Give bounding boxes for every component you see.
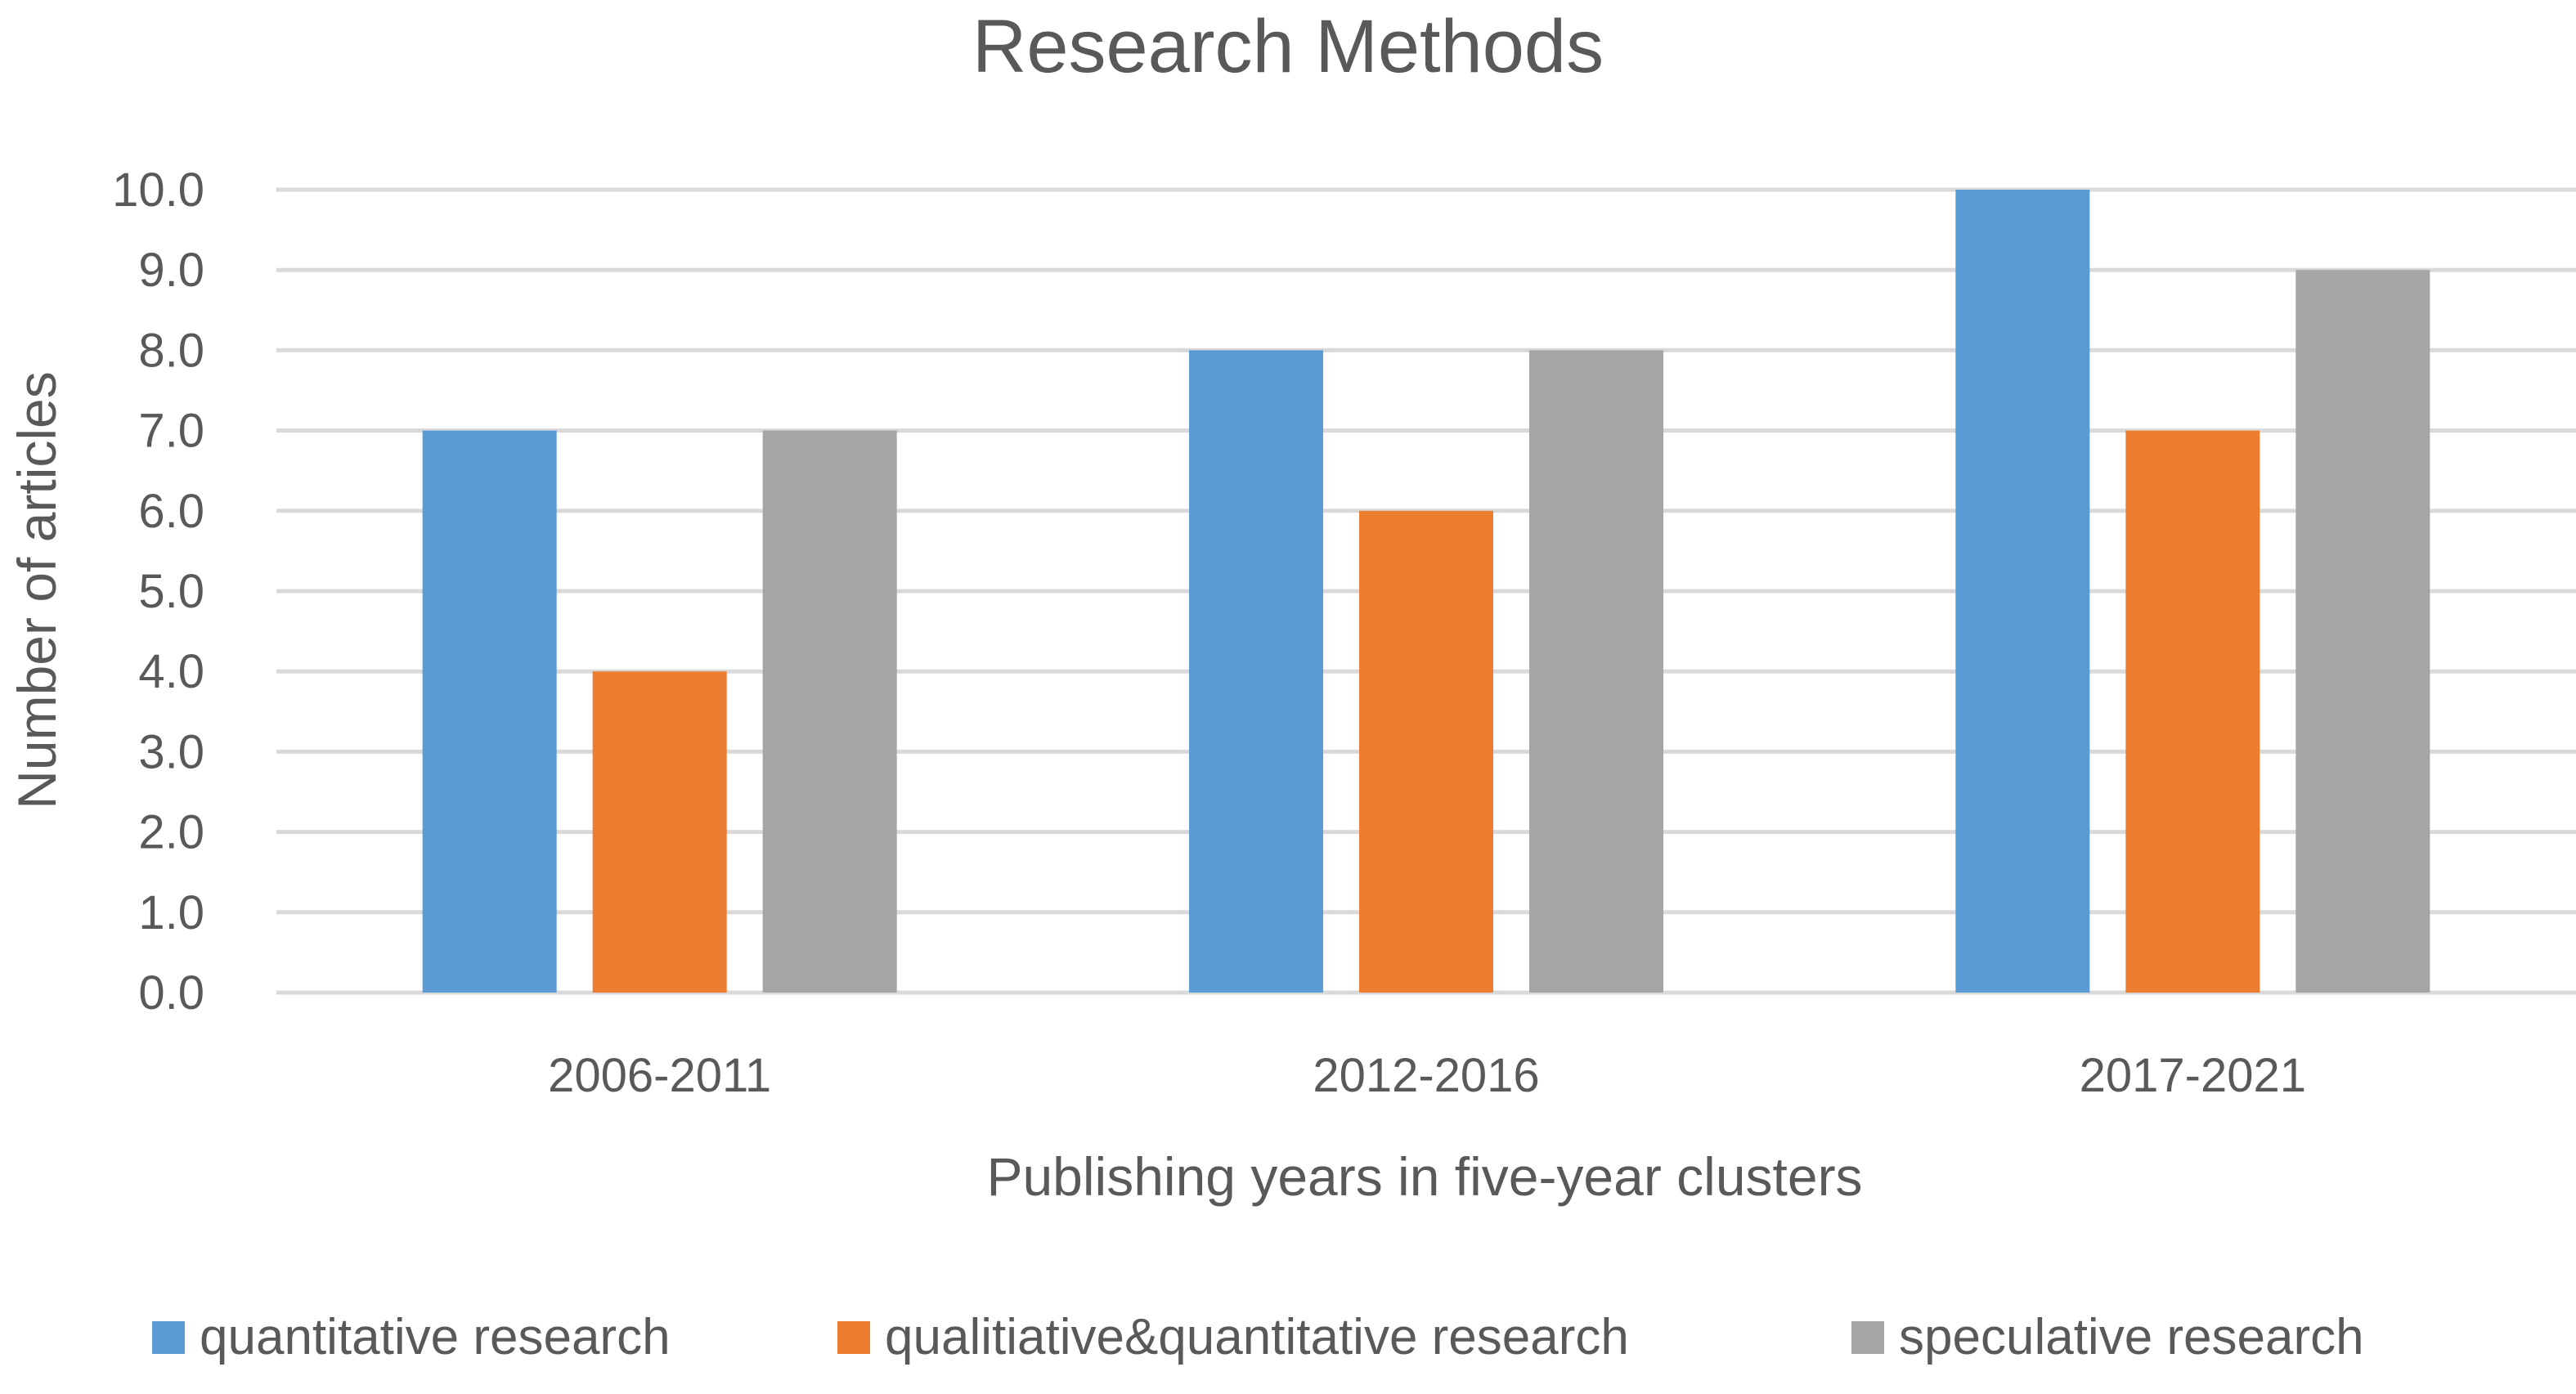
y-tick-label: 10.0 [112,164,204,217]
bar-2-2012-2016 [1359,510,1493,993]
bar-3-2012-2016 [1529,350,1663,993]
y-tick-label: 6.0 [138,485,204,538]
y-tick-label: 9.0 [138,244,204,297]
y-tick-label: 1.0 [138,886,204,939]
legend-swatch [837,1321,870,1354]
legend-label: speculative research [1899,1309,2364,1365]
y-tick-label: 4.0 [138,645,204,698]
bar-1-2006-2011 [422,430,557,993]
bar-3-2017-2021 [2296,270,2430,993]
legend-label: qualitiative&quantitative research [885,1309,1629,1365]
y-tick-label: 3.0 [138,725,204,778]
y-axis-ticks: 0.0 1.0 2.0 3.0 4.0 5.0 6.0 7.0 8.0 9.0 10.0 [112,164,204,1020]
x-tick-label: 2006-2011 [548,1049,771,1102]
y-tick-label: 8.0 [138,324,204,377]
x-axis-title: Publishing years in five-year clusters [986,1146,1862,1207]
legend-swatch [152,1321,185,1354]
legend-item: qualitiative&quantitative research [837,1309,1629,1365]
bar-1-2012-2016 [1189,350,1323,993]
legend-item: quantitative research [152,1309,671,1365]
legend: quantitative research qualitiative&quanti… [152,1309,2364,1365]
bar-2-2017-2021 [2125,430,2260,993]
y-tick-label: 2.0 [138,806,204,859]
bar-3-2006-2011 [762,430,897,993]
chart-title: Research Methods [972,5,1604,88]
y-tick-label: 5.0 [138,565,204,618]
bar-1-2017-2021 [1955,190,2090,993]
x-tick-label: 2017-2021 [2080,1049,2306,1102]
y-axis-title: Number of articles [7,371,67,809]
x-tick-label: 2012-2016 [1313,1049,1539,1102]
y-tick-label: 7.0 [138,405,204,458]
legend-item: speculative research [1851,1309,2364,1365]
bar-2-2006-2011 [592,671,727,993]
legend-swatch [1851,1321,1884,1354]
x-axis-ticks: 2006-2011 2012-2016 2017-2021 [548,1049,2306,1102]
bars [422,190,2430,993]
y-tick-label: 0.0 [138,966,204,1020]
legend-label: quantitative research [200,1309,671,1365]
